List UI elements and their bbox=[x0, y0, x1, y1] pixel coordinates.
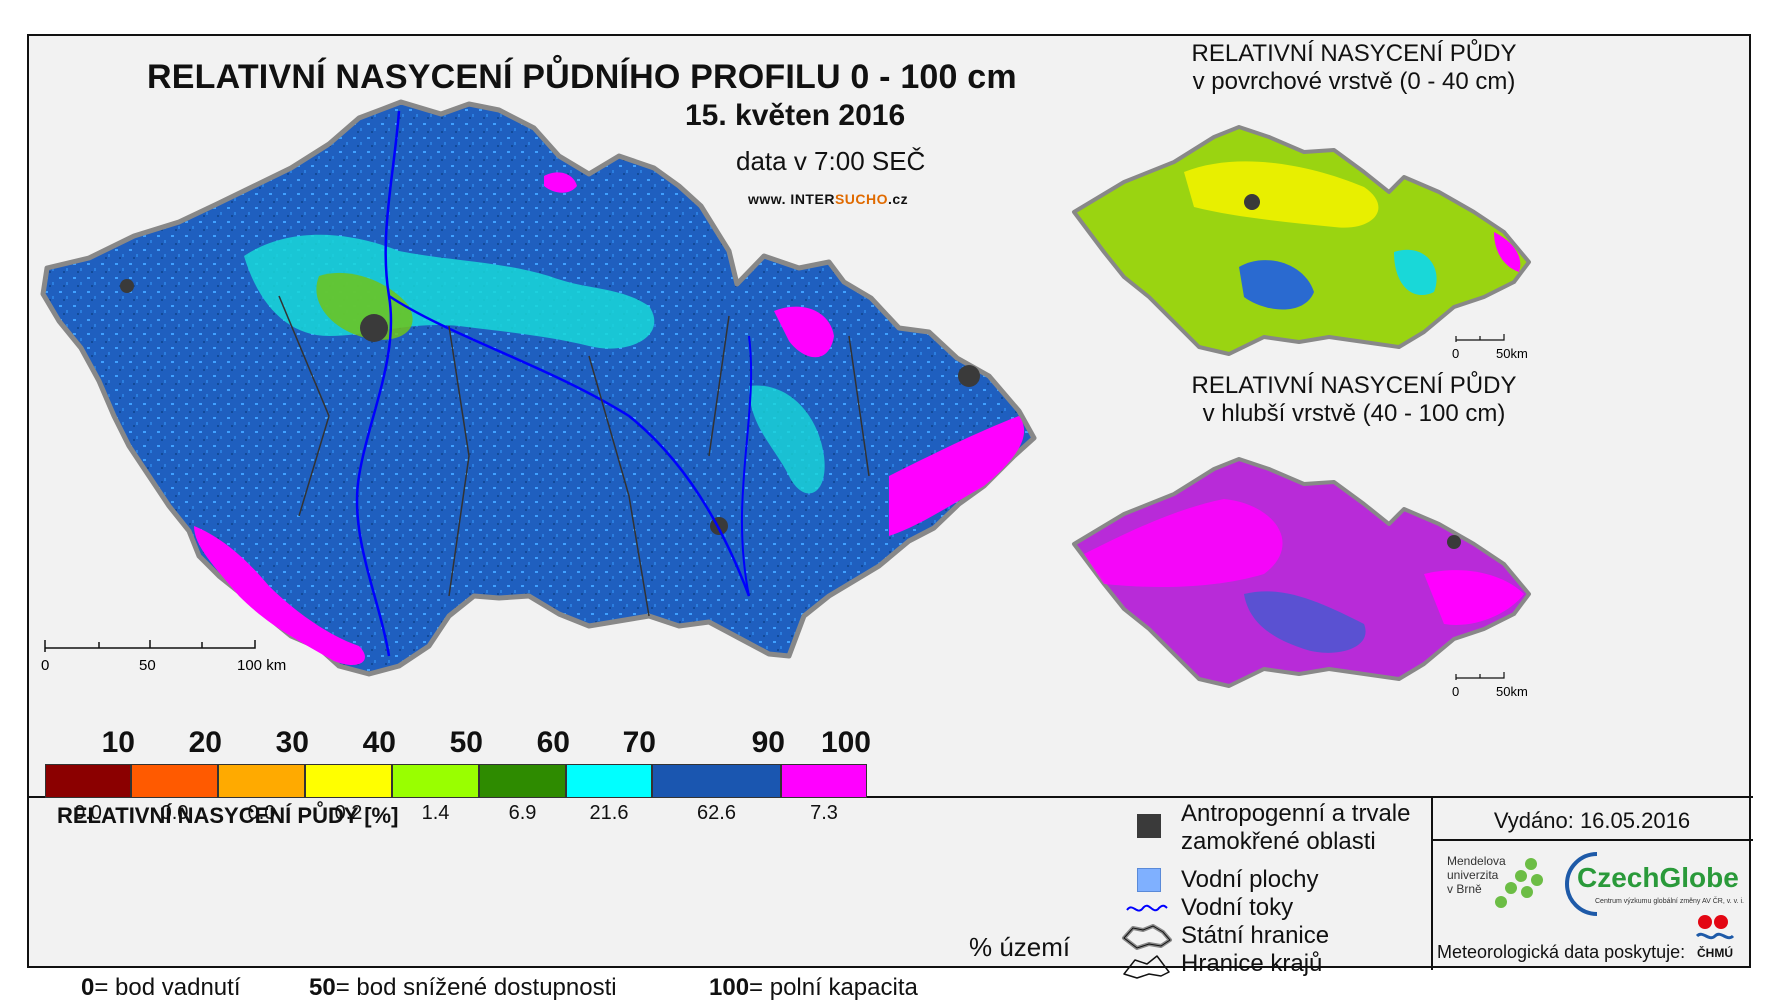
legend-percent: 6.9 bbox=[508, 802, 537, 824]
legend-percent: 0.2 bbox=[334, 802, 363, 824]
legend-percent: 62.6 bbox=[697, 802, 736, 824]
legend-divider bbox=[1431, 796, 1433, 970]
legend-percent: 0.0 bbox=[160, 802, 189, 824]
river bbox=[388, 294, 751, 597]
inset-bottom-title: RELATIVNÍ NASYCENÍ PŮDY v hlubší vrstvě … bbox=[1191, 372, 1517, 427]
main-scale-label: 50 bbox=[139, 657, 156, 674]
legend-title: RELATIVNÍ NASYCENÍ PŮDY [%] bbox=[57, 803, 399, 828]
map-frame: RELATIVNÍ NASYCENÍ PŮDNÍHO PROFILU 0 - 1… bbox=[27, 34, 1753, 1001]
legend-percent: 21.6 bbox=[589, 802, 629, 824]
inset-bottom-magenta-zone bbox=[1084, 499, 1283, 587]
website-link[interactable]: www. INTERSUCHO.cz bbox=[748, 191, 909, 207]
legend-break-label: 100 bbox=[820, 726, 871, 759]
inset-top-title: RELATIVNÍ NASYCENÍ PŮDY v povrchové vrst… bbox=[1191, 40, 1517, 95]
chmu-label: ČHMÚ bbox=[1697, 946, 1733, 960]
definition-0: 0= bod vadnutí bbox=[81, 974, 241, 1001]
main-scale-label: 0 bbox=[41, 657, 49, 674]
legend-swatch bbox=[392, 764, 479, 798]
legend-swatch bbox=[566, 764, 652, 798]
main-map-time: data v 7:00 SEČ bbox=[736, 146, 926, 176]
main-map: 0 50 100 km bbox=[40, 99, 1037, 677]
legend-break-label: 60 bbox=[536, 726, 570, 759]
legend-break-label: 30 bbox=[275, 726, 309, 759]
legend-swatch bbox=[781, 764, 867, 798]
legend-percent: 0.0 bbox=[74, 802, 102, 824]
definition-50: 50= bod snížené dostupnosti bbox=[309, 974, 617, 1001]
anthropogenic-spot bbox=[120, 279, 134, 293]
footer-divider-h bbox=[1431, 839, 1753, 841]
inset-top-country-shape bbox=[1072, 125, 1531, 356]
main-map-title: RELATIVNÍ NASYCENÍ PŮDNÍHO PROFILU 0 - 1… bbox=[147, 58, 1017, 96]
inset-top-scale-bar bbox=[1455, 334, 1505, 342]
state-border-label: Státní hranice bbox=[1181, 922, 1330, 949]
data-provider-label: Meteorologická data poskytuje: bbox=[1437, 942, 1686, 962]
legend-break-label: 20 bbox=[188, 726, 222, 759]
inset-bottom-scale-bar bbox=[1455, 672, 1505, 680]
inset-top-cyan-zone bbox=[1394, 249, 1437, 296]
legend-break-label: 90 bbox=[751, 726, 785, 759]
river-symbol bbox=[1126, 904, 1168, 912]
anthropogenic-spot bbox=[1447, 535, 1461, 549]
anthropogenic-spot bbox=[360, 314, 388, 342]
czechglobe-logo-icon bbox=[1565, 852, 1598, 916]
inset-top-map: 0 50km bbox=[1072, 125, 1531, 361]
region-border bbox=[278, 295, 870, 617]
river-label: Vodní toky bbox=[1181, 894, 1294, 921]
legend-break-label: 70 bbox=[622, 726, 656, 759]
legend-swatch bbox=[305, 764, 392, 798]
legend-break-label: 50 bbox=[449, 726, 483, 759]
inset-top-blue-zone bbox=[1239, 260, 1314, 310]
legend-unit-label: % území bbox=[969, 932, 1071, 962]
inset-bottom-magenta-zone bbox=[1424, 570, 1524, 625]
main-country-shape bbox=[40, 99, 1037, 677]
legend-swatch bbox=[218, 764, 305, 798]
legend-swatch bbox=[45, 764, 131, 798]
inset-bottom-scale-label: 0 bbox=[1452, 684, 1459, 699]
region-border-symbol bbox=[1123, 955, 1170, 979]
water-area-symbol bbox=[1137, 868, 1161, 892]
legend-area bbox=[29, 796, 1753, 970]
cyan-zone-east bbox=[749, 385, 825, 494]
chmu-logo-icon bbox=[1695, 915, 1735, 940]
main-map-date: 15. květen 2016 bbox=[685, 99, 906, 132]
inset-bottom-scale-label: 50km bbox=[1496, 684, 1528, 699]
magenta-zone-north bbox=[544, 172, 577, 193]
river bbox=[741, 335, 753, 597]
legend-percent: 7.3 bbox=[810, 802, 838, 824]
river bbox=[355, 110, 401, 657]
inset-top-scale-label: 0 bbox=[1452, 346, 1459, 361]
legend-percent: 1.4 bbox=[421, 802, 450, 824]
state-border-symbol bbox=[1122, 924, 1172, 950]
anthropogenic-label: Antropogenní a trvale zamokřené oblasti bbox=[1181, 800, 1411, 855]
legend-swatch bbox=[131, 764, 218, 798]
anthropogenic-spot bbox=[958, 365, 980, 387]
inset-top-yellow-zone bbox=[1184, 161, 1379, 228]
legend-swatch bbox=[479, 764, 566, 798]
inset-top-scale-label: 50km bbox=[1496, 346, 1528, 361]
issued-date: Vydáno: 16.05.2016 bbox=[1493, 808, 1691, 833]
magenta-zone-east bbox=[889, 416, 1025, 536]
legend-break-label: 10 bbox=[101, 726, 135, 759]
mendel-dots-icon bbox=[1495, 858, 1543, 908]
water-area-label: Vodní plochy bbox=[1181, 866, 1319, 893]
anthropogenic-spot bbox=[1244, 194, 1260, 210]
mendel-university-logo: Mendelova univerzita v Brně bbox=[1447, 854, 1506, 896]
definition-100: 100= polní kapacita bbox=[709, 974, 918, 1001]
region-border-label: Hranice krajů bbox=[1181, 950, 1323, 977]
czechglobe-logo-text: CzechGlobe bbox=[1577, 862, 1739, 893]
inset-bottom-map: 0 50km bbox=[1072, 457, 1531, 699]
czechglobe-subtitle: Centrum výzkumu globální změny AV ČR, v.… bbox=[1595, 898, 1744, 905]
legend-percent: 0.0 bbox=[247, 802, 276, 824]
main-scale-bar bbox=[44, 640, 256, 652]
legend-break-label: 40 bbox=[362, 726, 396, 759]
anthropogenic-symbol bbox=[1137, 814, 1161, 838]
legend-swatch bbox=[652, 764, 781, 798]
inset-bottom-blue-zone bbox=[1244, 591, 1366, 653]
magenta-zone-southwest bbox=[194, 526, 365, 666]
main-scale-label: 100 km bbox=[237, 657, 286, 674]
website-highlight: SUCHO bbox=[834, 191, 888, 207]
magenta-zone-northeast bbox=[774, 306, 834, 358]
inset-top-magenta-zone bbox=[1494, 232, 1521, 272]
